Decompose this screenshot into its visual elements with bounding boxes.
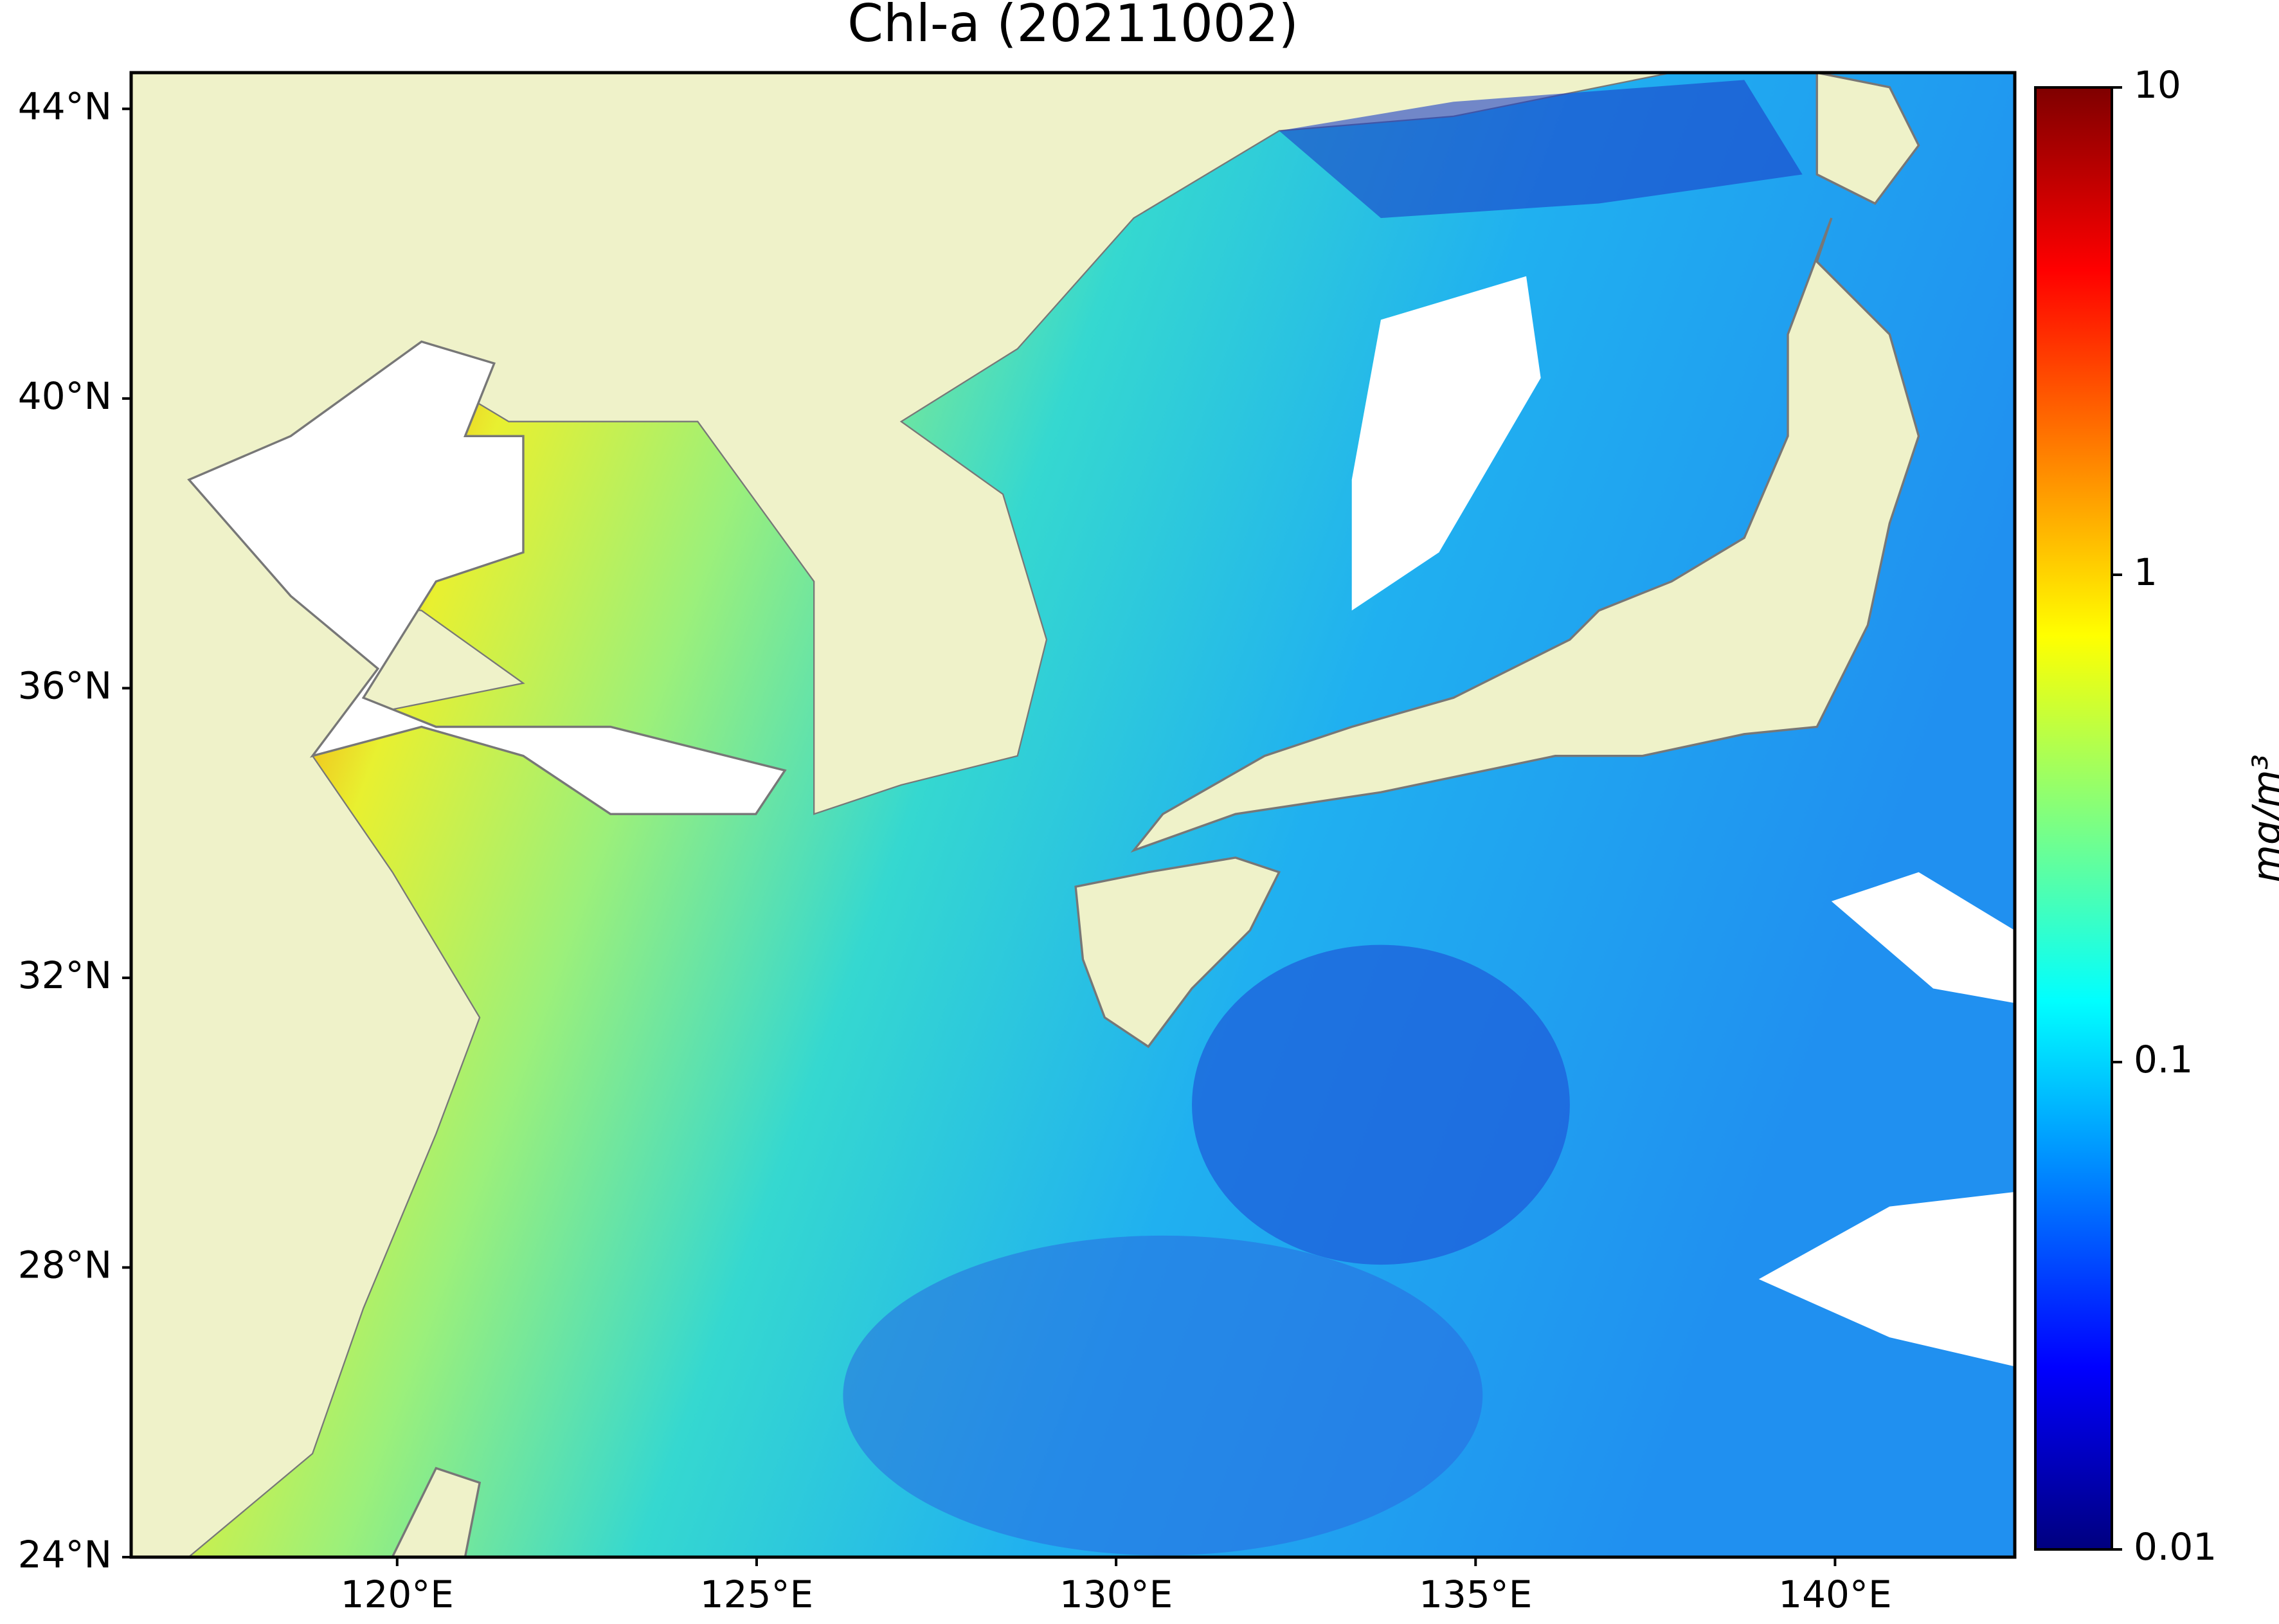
- map-title: Chl-a (20211002): [847, 0, 1299, 53]
- hokkaido-land: [1815, 73, 1920, 205]
- y-tick-label: 24°N: [18, 1533, 112, 1576]
- bohai-cloud: [187, 340, 787, 815]
- x-tick-label: 120°E: [341, 1573, 454, 1616]
- y-tick-label: 44°N: [18, 84, 112, 128]
- japan: [1130, 217, 1920, 853]
- colorbar-tick-label: 1: [2134, 550, 2157, 594]
- cloud-east: [1351, 276, 1541, 611]
- colorbar-tick-label: 10: [2134, 63, 2181, 107]
- eddy: [1192, 944, 1570, 1265]
- cloud-e: [1831, 872, 2015, 1004]
- y-tick-label: 36°N: [18, 663, 112, 707]
- x-tick-label: 125°E: [700, 1573, 813, 1616]
- north-low: [1279, 80, 1803, 219]
- map-shapes: [187, 73, 2015, 1557]
- colorbar-tick-label: 0.1: [2134, 1038, 2193, 1081]
- x-tick-label: 135°E: [1419, 1573, 1532, 1616]
- y-tick-label: 40°N: [18, 374, 112, 418]
- map-frame: [129, 71, 2017, 1559]
- x-tick-label: 130°E: [1059, 1573, 1173, 1616]
- colorbar: [2034, 86, 2113, 1551]
- map-area: [131, 73, 2015, 1557]
- x-tick-label: 140°E: [1778, 1573, 1891, 1616]
- shikoku-kyushu: [1074, 856, 1281, 1049]
- south-low: [843, 1235, 1483, 1556]
- colorbar-tick-label: 0.01: [2134, 1525, 2217, 1569]
- cloud-se: [1758, 1192, 2015, 1367]
- colorbar-label: mg/m³: [2245, 754, 2279, 882]
- y-tick-label: 32°N: [18, 953, 112, 997]
- y-tick-label: 28°N: [18, 1243, 112, 1287]
